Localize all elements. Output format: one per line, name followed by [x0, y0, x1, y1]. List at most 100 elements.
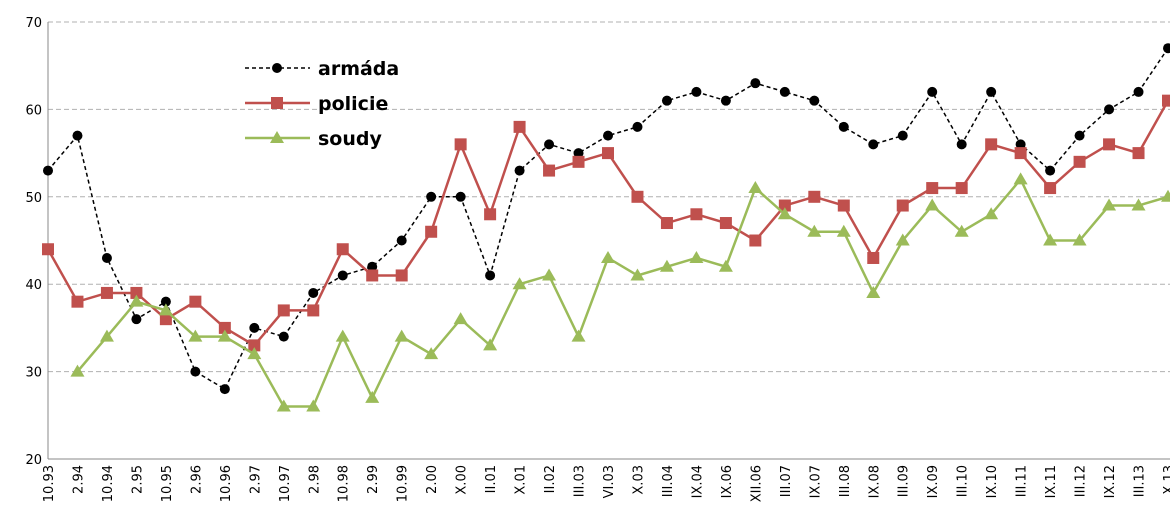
y-tick-label: 60 [25, 103, 42, 118]
point [130, 286, 143, 299]
point [278, 331, 289, 342]
point [247, 347, 262, 360]
point [984, 207, 999, 220]
point [512, 277, 527, 290]
point [1014, 147, 1027, 160]
point [366, 269, 379, 282]
y-tick-label: 20 [25, 453, 42, 468]
x-tick-label: IX.10 [985, 465, 1000, 498]
point [1015, 139, 1026, 150]
x-tick-label: 2.94 [71, 465, 86, 494]
point [571, 329, 586, 342]
x-tick-label: IX.11 [1044, 465, 1059, 498]
x-tick-label: 10.94 [101, 465, 116, 502]
x-tick-label: IX.08 [867, 465, 882, 498]
point [336, 243, 349, 256]
point [189, 295, 202, 308]
x-tick-label: X.00 [455, 465, 470, 495]
point [72, 130, 83, 141]
point [896, 199, 909, 212]
point [453, 312, 468, 325]
x-tick-label: VI.03 [602, 465, 617, 498]
x-tick-label: III.07 [779, 465, 794, 497]
x-tick-label: IX.12 [1103, 465, 1118, 498]
point [1013, 172, 1028, 185]
point [160, 296, 171, 307]
point [956, 139, 967, 150]
point [603, 130, 613, 141]
point [483, 338, 498, 351]
legend-label: policie [318, 93, 388, 115]
point [777, 207, 792, 220]
point [867, 251, 880, 264]
point [217, 329, 232, 342]
point [1133, 86, 1144, 97]
point [807, 224, 822, 237]
point [101, 252, 112, 263]
point [544, 139, 555, 150]
x-tick-label: 10.93 [42, 465, 57, 502]
point [276, 399, 291, 412]
x-tick-label: 10.96 [219, 465, 234, 502]
point [307, 304, 320, 317]
x-tick-label: IX.04 [690, 465, 705, 498]
x-tick-label: III.08 [838, 465, 853, 497]
series-line [76, 177, 1169, 408]
point [71, 295, 84, 308]
x-tick-label: 2.95 [130, 465, 145, 494]
point [572, 155, 585, 168]
point [778, 199, 791, 212]
point [1045, 165, 1056, 176]
x-tick-label: IX.09 [926, 465, 941, 498]
point [218, 321, 231, 334]
point [308, 287, 319, 298]
point [1132, 147, 1145, 160]
point [485, 270, 496, 281]
point [661, 95, 672, 106]
point [631, 190, 644, 203]
x-tick-label: 2.00 [425, 465, 440, 494]
point [514, 165, 525, 176]
point [1102, 198, 1117, 211]
point [1044, 182, 1057, 195]
point [337, 270, 348, 281]
point [43, 165, 53, 176]
legend-label: armáda [318, 58, 399, 80]
x-tick-label: 2.99 [366, 465, 381, 494]
point [248, 339, 261, 352]
y-tick-label: 40 [25, 278, 42, 293]
point [632, 121, 643, 132]
y-tick-label: 50 [25, 191, 42, 206]
point [1131, 198, 1146, 211]
x-tick-label: III.09 [897, 465, 912, 497]
x-tick-label: III.04 [661, 465, 676, 497]
point [927, 86, 938, 97]
point [396, 235, 407, 246]
point [158, 303, 173, 316]
point [365, 390, 380, 403]
point [897, 130, 908, 141]
x-tick-label: IX.06 [720, 465, 735, 498]
point [895, 233, 910, 246]
point [601, 250, 615, 263]
point [720, 95, 731, 106]
point [1163, 43, 1170, 54]
x-tick-label: X.01 [514, 465, 529, 495]
point [1162, 94, 1170, 107]
point [954, 224, 969, 237]
x-tick-label: 10.95 [160, 465, 175, 502]
point [1073, 155, 1086, 168]
y-tick-label: 70 [25, 16, 42, 31]
point [868, 139, 879, 150]
point [690, 208, 703, 221]
point [367, 261, 378, 272]
point [986, 86, 997, 97]
point [660, 217, 673, 230]
point [131, 314, 142, 325]
point [926, 182, 939, 195]
x-tick-label: X.13 [1162, 465, 1170, 495]
point [718, 259, 733, 272]
point [542, 268, 557, 281]
point [70, 364, 85, 377]
